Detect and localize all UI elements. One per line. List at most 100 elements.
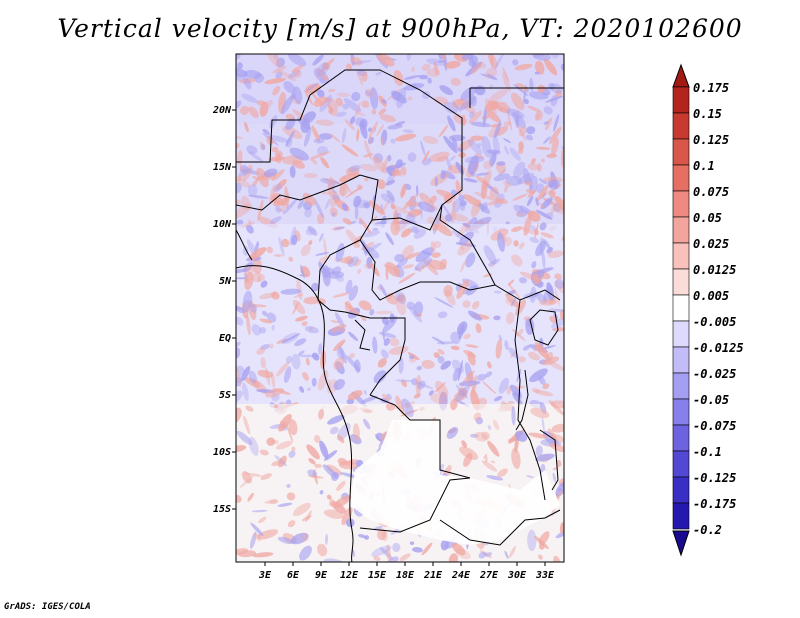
field-patch — [369, 262, 380, 277]
field-patch — [382, 328, 385, 342]
field-patch — [396, 258, 408, 268]
colorbar-segment — [672, 138, 690, 166]
field-patch — [548, 399, 564, 416]
field-patch — [417, 201, 436, 213]
field-patch — [534, 60, 545, 75]
field-patch — [468, 110, 483, 124]
field-patch — [236, 430, 253, 445]
colorbar-segment — [672, 424, 690, 452]
field-patch — [517, 123, 527, 141]
field-patch — [269, 498, 279, 505]
field-patch — [257, 275, 261, 283]
field-patch — [444, 214, 453, 222]
field-patch — [434, 176, 438, 187]
field-patch — [470, 95, 477, 107]
field-patch — [361, 71, 368, 82]
field-patch — [504, 145, 509, 155]
field-patch — [516, 328, 524, 337]
field-patch — [511, 226, 522, 232]
field-patch — [543, 136, 551, 144]
field-patch — [345, 279, 353, 294]
field-patch — [554, 279, 564, 289]
field-patch — [333, 378, 345, 391]
field-patch — [417, 380, 426, 390]
field-patch — [297, 350, 305, 356]
field-patch — [264, 500, 278, 504]
field-patch — [323, 558, 344, 562]
field-patch — [541, 189, 554, 197]
field-patch — [385, 179, 396, 186]
field-patch — [256, 347, 266, 355]
field-patch — [432, 223, 438, 232]
field-patch — [426, 58, 447, 66]
field-patch — [459, 446, 479, 460]
field-patch — [552, 472, 557, 483]
field-patch — [236, 268, 248, 275]
field-patch — [452, 100, 461, 113]
field-patch — [536, 184, 549, 202]
field-patch — [295, 315, 308, 322]
field-patch — [422, 150, 430, 163]
field-patch — [291, 234, 298, 246]
field-patch — [451, 543, 466, 556]
field-patch — [386, 154, 392, 162]
field-patch — [305, 510, 312, 523]
y-tick-label: 5N — [219, 276, 232, 287]
colorbar-segment — [672, 502, 690, 530]
field-patch — [338, 345, 347, 364]
field-patch — [237, 175, 242, 182]
field-patch — [250, 272, 265, 283]
field-patch — [440, 360, 452, 370]
field-patch — [404, 75, 420, 80]
field-patch — [317, 370, 329, 391]
field-patch — [511, 254, 523, 267]
field-patch — [362, 153, 374, 158]
field-patch — [470, 171, 476, 177]
field-patch — [236, 347, 241, 359]
field-patch — [319, 133, 333, 140]
field-patch — [450, 77, 462, 86]
field-patch — [313, 434, 321, 443]
colorbar-label: 0.025 — [693, 237, 729, 251]
field-patch — [406, 54, 412, 61]
field-patch — [413, 209, 423, 214]
field-patch — [318, 409, 325, 420]
colorbar-labels: 0.175 0.15 0.125 0.1 0.075 0.05 0.025 0.… — [693, 81, 744, 537]
field-patch — [275, 205, 282, 213]
field-patch — [418, 74, 428, 80]
field-patch — [305, 83, 321, 94]
field-patch — [547, 250, 564, 259]
field-patch — [319, 94, 332, 112]
field-patch — [498, 334, 503, 342]
field-patch — [389, 337, 400, 347]
field-patch — [440, 539, 450, 551]
field-patch — [326, 494, 332, 500]
field-patch — [429, 195, 437, 204]
field-patch — [412, 547, 423, 553]
field-patch — [428, 390, 434, 396]
field-patch — [308, 240, 313, 246]
field-patch — [475, 175, 491, 187]
field-patch — [292, 86, 303, 104]
field-patch — [496, 161, 506, 166]
field-patch — [314, 463, 323, 468]
field-patch — [470, 121, 491, 128]
field-patch — [272, 85, 281, 96]
field-patch — [518, 356, 526, 363]
field-patch — [402, 194, 418, 210]
field-patch — [462, 300, 471, 308]
field-patch — [278, 414, 292, 432]
colorbar-label: 0.0125 — [693, 263, 736, 277]
field-patch — [266, 312, 277, 323]
field-patch — [435, 380, 449, 398]
field-patch — [434, 381, 446, 393]
field-patch — [236, 175, 251, 188]
field-patch — [321, 58, 335, 72]
velocity-field — [236, 54, 564, 562]
field-patch — [413, 301, 424, 317]
field-patch — [534, 535, 549, 550]
y-tick-label: 5S — [219, 390, 231, 401]
field-patch — [253, 533, 262, 542]
field-patch — [247, 184, 258, 197]
field-patch — [362, 230, 381, 238]
